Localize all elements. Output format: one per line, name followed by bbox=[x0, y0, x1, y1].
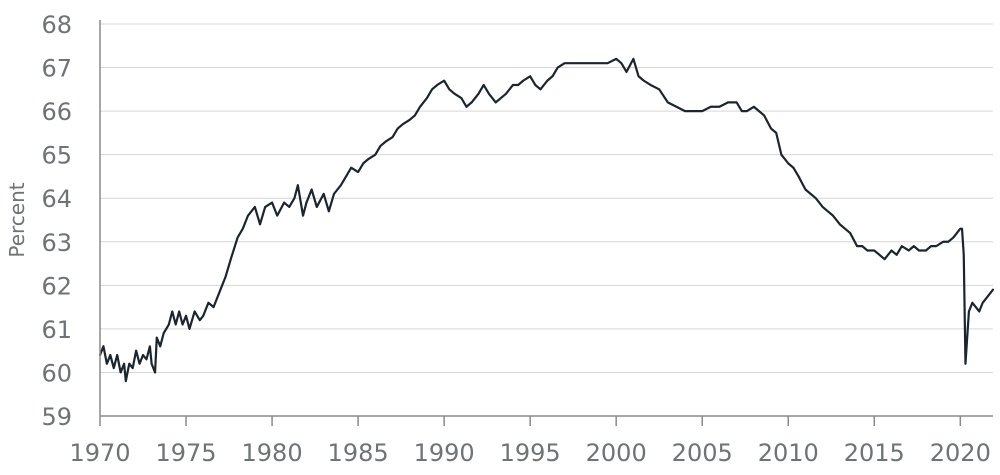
series-layer bbox=[98, 57, 995, 383]
y-tick-label-63: 63 bbox=[41, 229, 72, 257]
y-tick-label-66: 66 bbox=[41, 98, 72, 126]
x-tick-label-2005: 2005 bbox=[672, 439, 733, 467]
x-tick-label-2000: 2000 bbox=[586, 439, 647, 467]
y-axis-label: Percent bbox=[5, 182, 29, 257]
x-tick-labels: 1970 1975 1980 1985 1990 1995 2000 2005 2010 2015… bbox=[69, 439, 990, 467]
x-tick-label-1990: 1990 bbox=[414, 439, 475, 467]
y-tick-label-64: 64 bbox=[41, 185, 72, 213]
y-tick-label-68: 68 bbox=[41, 11, 72, 39]
y-tick-label-60: 60 bbox=[41, 359, 72, 387]
x-tick-label-2020: 2020 bbox=[930, 439, 991, 467]
x-tick-label-2010: 2010 bbox=[758, 439, 819, 467]
y-tick-label-59: 59 bbox=[41, 403, 72, 431]
x-tick-label-1980: 1980 bbox=[242, 439, 303, 467]
x-tick-label-1970: 1970 bbox=[69, 439, 130, 467]
y-tick-label-65: 65 bbox=[41, 142, 72, 170]
y-tick-labels: 59 60 61 62 63 64 65 66 67 68 bbox=[41, 11, 72, 431]
axes bbox=[99, 20, 993, 426]
y-tick-label-62: 62 bbox=[41, 272, 72, 300]
x-tick-label-2015: 2015 bbox=[844, 439, 905, 467]
y-tick-label-67: 67 bbox=[41, 55, 72, 83]
x-tick-label-1975: 1975 bbox=[155, 439, 216, 467]
gridlines bbox=[100, 23, 993, 417]
x-tick-label-1995: 1995 bbox=[500, 439, 561, 467]
x-tick-label-1985: 1985 bbox=[328, 439, 389, 467]
y-tick-label-61: 61 bbox=[41, 316, 72, 344]
series-line-1 bbox=[98, 57, 995, 383]
